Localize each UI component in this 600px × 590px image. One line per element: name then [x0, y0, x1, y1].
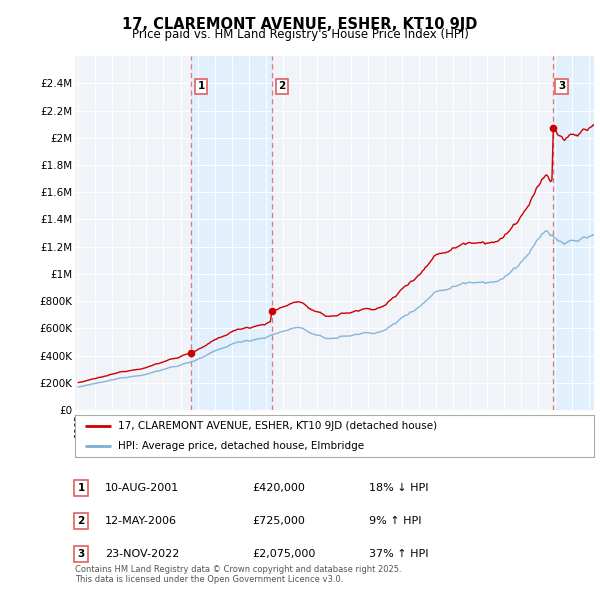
Text: 18% ↓ HPI: 18% ↓ HPI: [369, 483, 428, 493]
Text: 3: 3: [77, 549, 85, 559]
Text: Price paid vs. HM Land Registry's House Price Index (HPI): Price paid vs. HM Land Registry's House …: [131, 28, 469, 41]
Text: 1: 1: [197, 81, 205, 91]
Text: 2: 2: [77, 516, 85, 526]
Bar: [191, 56, 272, 410]
Text: 23-NOV-2022: 23-NOV-2022: [105, 549, 179, 559]
Text: HPI: Average price, detached house, Elmbridge: HPI: Average price, detached house, Elmb…: [118, 441, 364, 451]
Text: 17, CLAREMONT AVENUE, ESHER, KT10 9JD: 17, CLAREMONT AVENUE, ESHER, KT10 9JD: [122, 17, 478, 31]
Text: 3: 3: [558, 81, 565, 91]
Text: Contains HM Land Registry data © Crown copyright and database right 2025.
This d: Contains HM Land Registry data © Crown c…: [75, 565, 401, 584]
Text: 2: 2: [278, 81, 286, 91]
Text: 37% ↑ HPI: 37% ↑ HPI: [369, 549, 428, 559]
Text: 17, CLAREMONT AVENUE, ESHER, KT10 9JD (detached house): 17, CLAREMONT AVENUE, ESHER, KT10 9JD (d…: [118, 421, 437, 431]
Bar: [553, 56, 598, 410]
Text: 9% ↑ HPI: 9% ↑ HPI: [369, 516, 421, 526]
Text: £725,000: £725,000: [252, 516, 305, 526]
Text: 12-MAY-2006: 12-MAY-2006: [105, 516, 177, 526]
Text: £420,000: £420,000: [252, 483, 305, 493]
Text: 1: 1: [77, 483, 85, 493]
Text: £2,075,000: £2,075,000: [252, 549, 316, 559]
Text: 10-AUG-2001: 10-AUG-2001: [105, 483, 179, 493]
